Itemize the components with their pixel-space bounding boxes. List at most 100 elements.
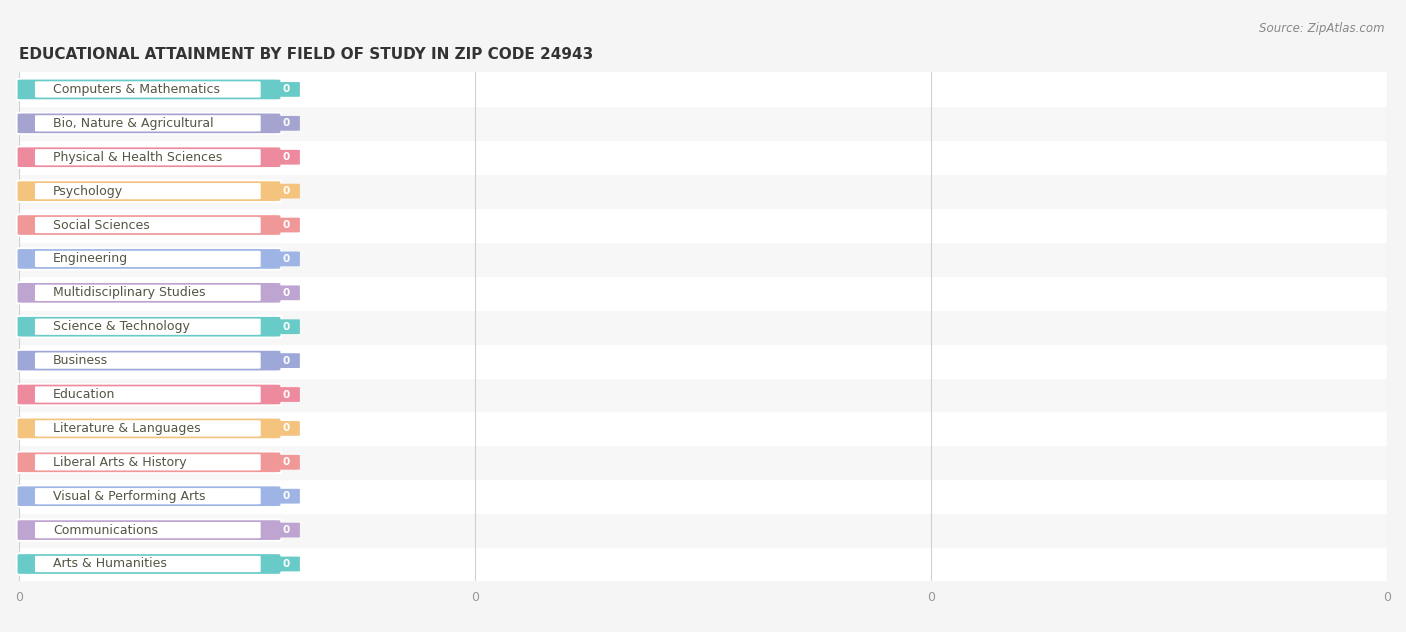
FancyBboxPatch shape: [273, 286, 299, 300]
Text: Communications: Communications: [53, 523, 159, 537]
Text: 0: 0: [283, 254, 290, 264]
FancyBboxPatch shape: [17, 248, 281, 270]
FancyBboxPatch shape: [17, 248, 281, 270]
Text: Arts & Humanities: Arts & Humanities: [53, 557, 167, 571]
FancyBboxPatch shape: [17, 147, 281, 168]
FancyBboxPatch shape: [17, 79, 281, 100]
Text: Social Sciences: Social Sciences: [53, 219, 150, 231]
Text: EDUCATIONAL ATTAINMENT BY FIELD OF STUDY IN ZIP CODE 24943: EDUCATIONAL ATTAINMENT BY FIELD OF STUDY…: [20, 47, 593, 61]
Text: Education: Education: [53, 388, 115, 401]
Text: 0: 0: [283, 220, 290, 230]
FancyBboxPatch shape: [273, 82, 299, 97]
FancyBboxPatch shape: [273, 387, 299, 402]
FancyBboxPatch shape: [35, 454, 260, 470]
FancyBboxPatch shape: [17, 112, 281, 134]
FancyBboxPatch shape: [273, 557, 299, 571]
FancyBboxPatch shape: [35, 522, 260, 538]
FancyBboxPatch shape: [273, 116, 299, 131]
Text: 0: 0: [283, 85, 290, 94]
FancyBboxPatch shape: [35, 386, 260, 403]
FancyBboxPatch shape: [273, 319, 299, 334]
FancyBboxPatch shape: [17, 485, 281, 507]
FancyBboxPatch shape: [17, 282, 281, 303]
Bar: [20, 513, 1386, 547]
FancyBboxPatch shape: [273, 421, 299, 436]
Bar: [20, 276, 1386, 310]
FancyBboxPatch shape: [17, 452, 281, 473]
FancyBboxPatch shape: [35, 488, 260, 504]
FancyBboxPatch shape: [17, 350, 281, 371]
Text: 0: 0: [283, 288, 290, 298]
FancyBboxPatch shape: [35, 115, 260, 131]
FancyBboxPatch shape: [35, 420, 260, 437]
FancyBboxPatch shape: [273, 523, 299, 537]
FancyBboxPatch shape: [17, 520, 281, 541]
FancyBboxPatch shape: [35, 183, 260, 199]
Text: 0: 0: [283, 356, 290, 366]
FancyBboxPatch shape: [273, 184, 299, 198]
Text: 0: 0: [283, 559, 290, 569]
Text: 0: 0: [283, 525, 290, 535]
Text: Business: Business: [53, 354, 108, 367]
FancyBboxPatch shape: [17, 214, 281, 236]
Bar: [20, 140, 1386, 174]
FancyBboxPatch shape: [17, 214, 281, 236]
Text: Physical & Health Sciences: Physical & Health Sciences: [53, 150, 222, 164]
FancyBboxPatch shape: [273, 353, 299, 368]
FancyBboxPatch shape: [273, 489, 299, 504]
FancyBboxPatch shape: [17, 316, 281, 337]
Text: Engineering: Engineering: [53, 252, 128, 265]
Text: Psychology: Psychology: [53, 185, 124, 198]
Text: 0: 0: [283, 322, 290, 332]
FancyBboxPatch shape: [17, 181, 281, 202]
FancyBboxPatch shape: [35, 319, 260, 335]
FancyBboxPatch shape: [17, 485, 281, 507]
FancyBboxPatch shape: [17, 384, 281, 405]
FancyBboxPatch shape: [35, 217, 260, 233]
Text: Computers & Mathematics: Computers & Mathematics: [53, 83, 221, 96]
FancyBboxPatch shape: [273, 455, 299, 470]
FancyBboxPatch shape: [35, 284, 260, 301]
FancyBboxPatch shape: [17, 418, 281, 439]
Text: 0: 0: [283, 389, 290, 399]
Bar: [20, 208, 1386, 242]
Text: Visual & Performing Arts: Visual & Performing Arts: [53, 490, 205, 502]
FancyBboxPatch shape: [273, 217, 299, 233]
Bar: [20, 73, 1386, 106]
FancyBboxPatch shape: [17, 181, 281, 202]
FancyBboxPatch shape: [17, 520, 281, 541]
FancyBboxPatch shape: [17, 554, 281, 574]
Bar: [20, 344, 1386, 377]
Text: 0: 0: [283, 152, 290, 162]
FancyBboxPatch shape: [17, 384, 281, 405]
FancyBboxPatch shape: [17, 147, 281, 168]
Text: Science & Technology: Science & Technology: [53, 320, 190, 333]
FancyBboxPatch shape: [17, 316, 281, 337]
FancyBboxPatch shape: [273, 252, 299, 266]
Bar: [20, 242, 1386, 276]
Text: 0: 0: [283, 491, 290, 501]
FancyBboxPatch shape: [17, 418, 281, 439]
Bar: [20, 106, 1386, 140]
Text: Bio, Nature & Agricultural: Bio, Nature & Agricultural: [53, 117, 214, 130]
Bar: [20, 310, 1386, 344]
Text: Liberal Arts & History: Liberal Arts & History: [53, 456, 187, 469]
Text: 0: 0: [283, 186, 290, 196]
Text: 0: 0: [283, 118, 290, 128]
Text: 0: 0: [283, 423, 290, 434]
FancyBboxPatch shape: [17, 79, 281, 100]
FancyBboxPatch shape: [35, 353, 260, 368]
Bar: [20, 547, 1386, 581]
FancyBboxPatch shape: [35, 149, 260, 166]
FancyBboxPatch shape: [17, 452, 281, 473]
Text: Source: ZipAtlas.com: Source: ZipAtlas.com: [1260, 22, 1385, 35]
Bar: [20, 446, 1386, 479]
FancyBboxPatch shape: [17, 554, 281, 574]
FancyBboxPatch shape: [35, 556, 260, 572]
Bar: [20, 174, 1386, 208]
FancyBboxPatch shape: [17, 112, 281, 134]
Text: 0: 0: [283, 458, 290, 467]
Bar: [20, 377, 1386, 411]
FancyBboxPatch shape: [273, 150, 299, 164]
Bar: [20, 411, 1386, 446]
